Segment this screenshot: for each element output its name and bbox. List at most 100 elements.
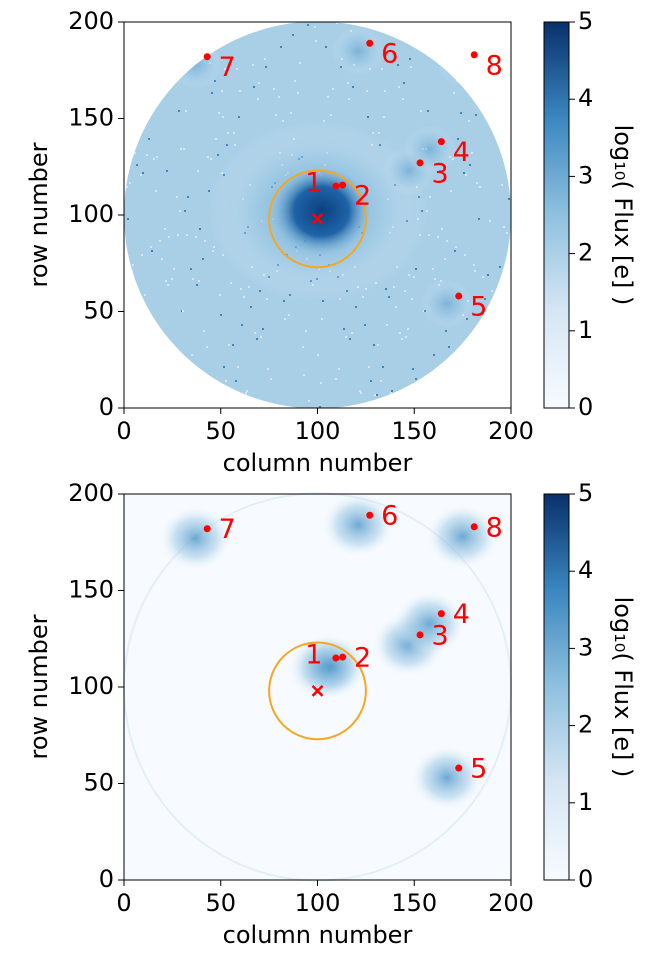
speckle (172, 354, 174, 356)
y-tick-label: 0 (99, 393, 114, 421)
speckle (178, 110, 180, 112)
y-tick-label: 50 (83, 769, 114, 797)
speckle (130, 114, 132, 116)
speckle (203, 330, 205, 332)
speckle (288, 314, 290, 316)
speckle (205, 374, 207, 376)
speckle (408, 274, 410, 276)
speckle (415, 268, 417, 270)
speckle (497, 86, 499, 88)
ghost (332, 26, 385, 75)
speckle (321, 318, 323, 320)
speckle (451, 62, 453, 64)
speckle (152, 92, 154, 94)
speckle (292, 34, 294, 36)
colorbar-tick-label: 2 (578, 711, 593, 739)
speckle (186, 234, 188, 236)
speckle (495, 30, 497, 32)
colorbar-tick-label: 5 (578, 479, 593, 507)
speckle (144, 294, 146, 296)
speckle (483, 368, 485, 370)
speckle (217, 154, 219, 156)
speckle (380, 380, 382, 382)
ghost (411, 745, 484, 810)
speckle (475, 114, 477, 116)
speckle (153, 158, 155, 160)
speckle (468, 120, 470, 122)
speckle (443, 24, 445, 26)
speckle (201, 24, 203, 26)
speckle (143, 314, 145, 316)
speckle (175, 382, 177, 384)
point-label: 1 (305, 168, 322, 199)
image (124, 22, 511, 408)
speckle (167, 284, 169, 286)
speckle (349, 338, 351, 340)
speckle (297, 92, 299, 94)
speckle (243, 296, 245, 298)
speckle (499, 266, 501, 268)
speckle (204, 240, 206, 242)
colorbar-tick-label: 4 (578, 556, 593, 584)
speckle (140, 174, 142, 176)
speckle (500, 306, 502, 308)
speckle (503, 226, 505, 228)
colorbar-tick-label: 5 (578, 7, 593, 35)
speckle (127, 68, 129, 70)
speckle (314, 26, 316, 28)
speckle (282, 120, 284, 122)
y-tick-label: 200 (68, 7, 114, 35)
speckle (388, 296, 390, 298)
speckle (404, 290, 406, 292)
speckle (492, 82, 494, 84)
speckle (229, 394, 231, 396)
speckle (191, 354, 193, 356)
speckle (267, 368, 269, 370)
speckle (283, 300, 285, 302)
speckle (412, 368, 414, 370)
ghost (322, 492, 395, 557)
speckle (420, 110, 422, 112)
x-tick-label: 50 (205, 417, 236, 445)
y-tick-label: 0 (99, 865, 114, 893)
speckle (393, 286, 395, 288)
ghost (436, 38, 489, 87)
speckle (177, 234, 179, 236)
speckle (224, 68, 226, 70)
speckle (453, 92, 455, 94)
aperture (268, 169, 367, 269)
aperture (268, 641, 367, 741)
ghost (295, 634, 368, 699)
speckle (362, 296, 364, 298)
x-tick-label: 200 (488, 889, 534, 917)
speckle (231, 394, 233, 396)
speckle (478, 218, 480, 220)
speckle (484, 298, 486, 300)
speckle (202, 258, 204, 260)
speckle (148, 138, 150, 140)
point-label: 7 (219, 52, 236, 83)
speckle (401, 338, 403, 340)
speckle (501, 184, 503, 186)
colorbar-tick-label: 4 (578, 84, 593, 112)
y-tick-label: 200 (68, 479, 114, 507)
point-label: 2 (354, 643, 371, 674)
speckle (417, 382, 419, 384)
speckle (138, 300, 140, 302)
speckle (370, 380, 372, 382)
speckle (390, 392, 392, 394)
speckle (226, 144, 228, 146)
speckle (258, 82, 260, 84)
point-label: 1 (305, 640, 322, 671)
y-tick-label: 150 (68, 104, 114, 132)
speckle (410, 66, 412, 68)
speckle (359, 390, 361, 392)
speckle (502, 286, 504, 288)
colorbar (543, 493, 570, 881)
speckle (433, 354, 435, 356)
x-tick-label: 200 (488, 417, 534, 445)
speckle (307, 24, 309, 26)
speckle (399, 332, 401, 334)
speckle (156, 156, 158, 158)
